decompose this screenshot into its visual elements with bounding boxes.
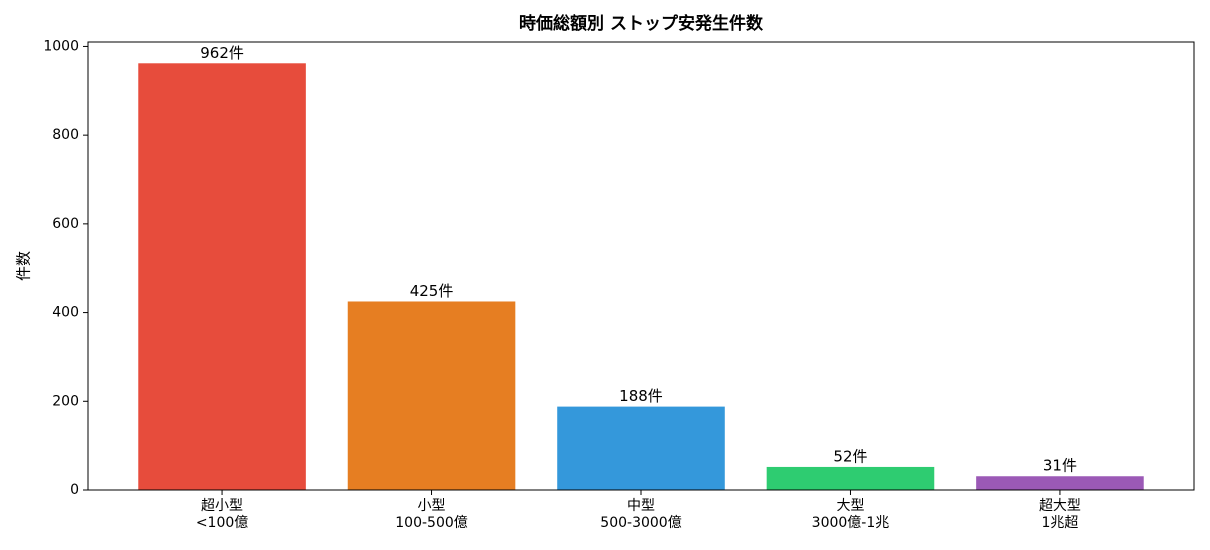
y-tick-label: 800 bbox=[52, 127, 79, 143]
plot-frame bbox=[87, 41, 1195, 491]
bar bbox=[976, 476, 1144, 490]
y-tick-label: 0 bbox=[70, 482, 79, 498]
x-tick-label: 大型 3000億-1兆 bbox=[811, 498, 890, 531]
x-tick-label: 超小型 <100億 bbox=[195, 498, 249, 531]
value-label: 31件 bbox=[1043, 457, 1077, 475]
value-label: 188件 bbox=[619, 387, 663, 405]
value-label: 425件 bbox=[410, 282, 454, 300]
bar bbox=[138, 63, 306, 491]
x-tick-label: 中型 500-3000億 bbox=[600, 498, 682, 531]
chart-title: 時価総額別 ストップ安発生件数 bbox=[519, 13, 764, 34]
bar bbox=[766, 466, 935, 490]
x-tick-label: 小型 100-500億 bbox=[395, 498, 468, 531]
value-label: 52件 bbox=[833, 447, 867, 465]
x-tick-label: 超大型 1兆超 bbox=[1038, 498, 1081, 531]
bar bbox=[557, 406, 725, 490]
value-label: 962件 bbox=[200, 44, 244, 62]
y-tick-label: 400 bbox=[52, 305, 79, 321]
y-axis-label: 件数 bbox=[15, 251, 33, 281]
y-tick-label: 1000 bbox=[43, 38, 79, 54]
y-tick-label: 200 bbox=[52, 393, 79, 409]
bar bbox=[347, 301, 516, 490]
y-tick-label: 600 bbox=[52, 216, 79, 232]
